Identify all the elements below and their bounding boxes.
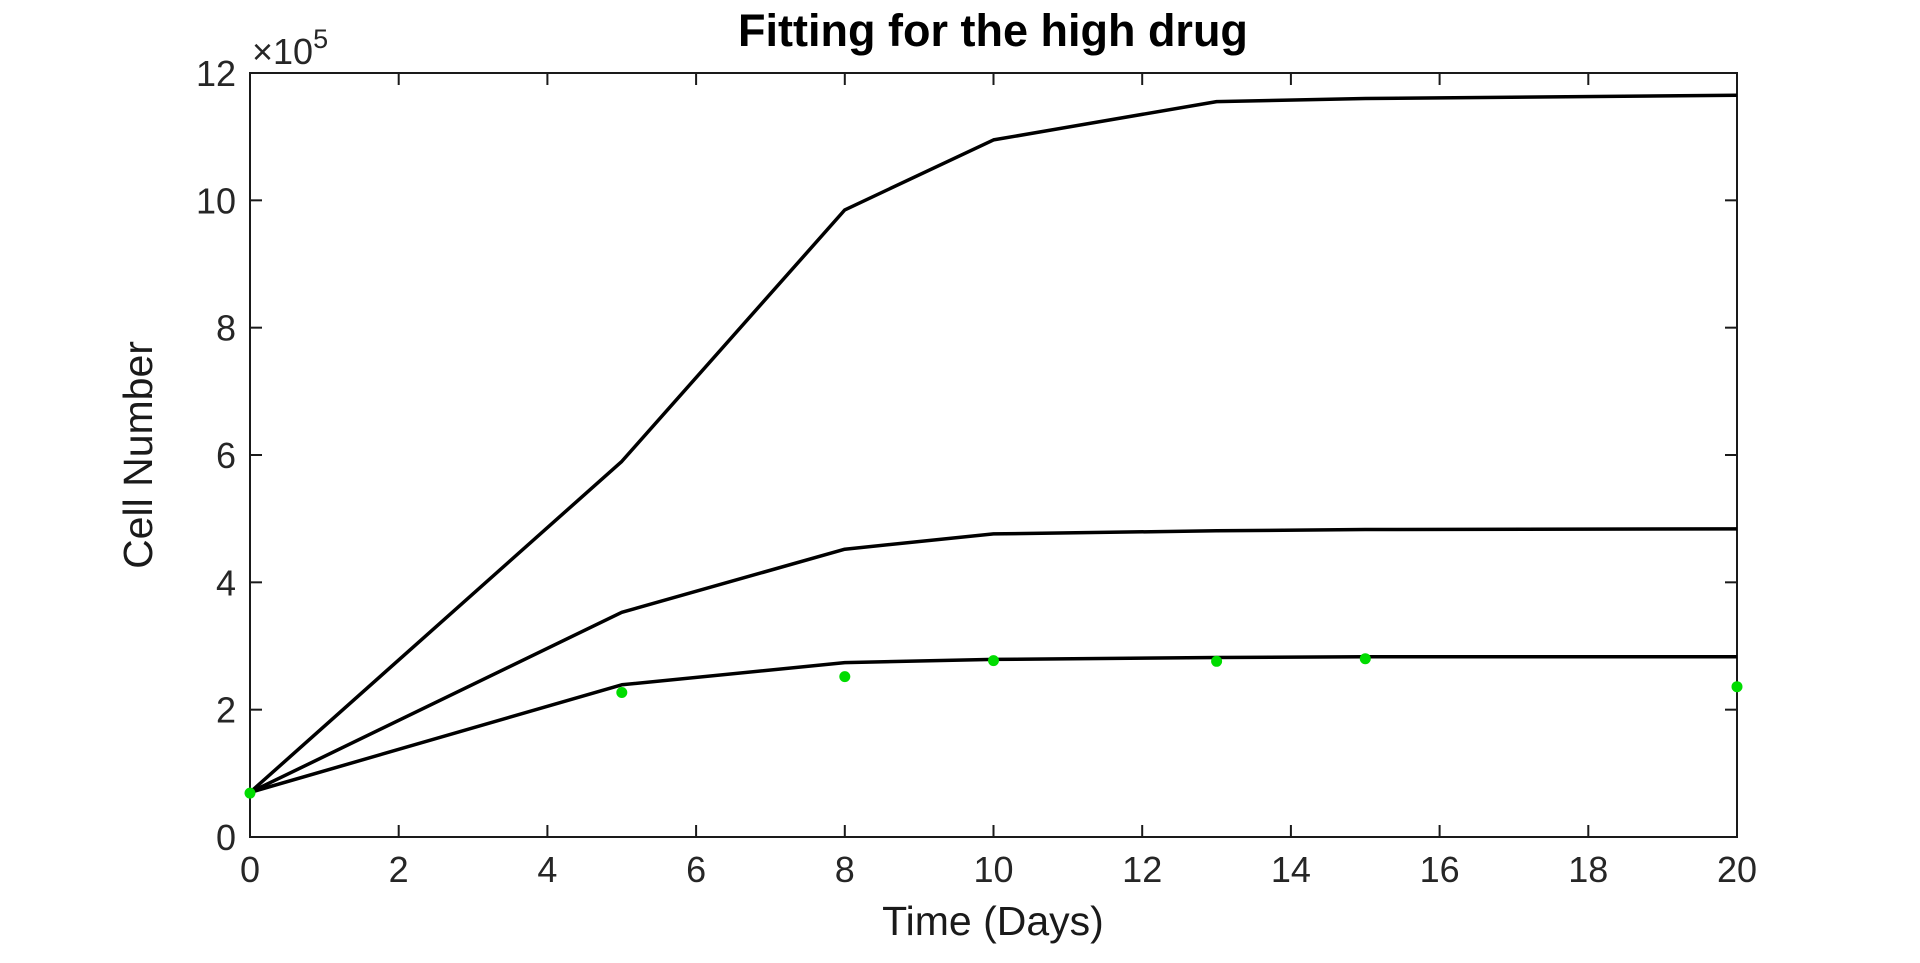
y-tick-label: 2 — [216, 690, 236, 731]
y-tick-label: 10 — [196, 180, 236, 221]
plot-area: 0 2 4 6 8 10 12 14 16 18 20 0 2 4 6 8 10 12 — [196, 53, 1757, 890]
y-tick-label: 8 — [216, 308, 236, 349]
x-tick-label: 10 — [973, 849, 1013, 890]
data-point-marker — [1359, 653, 1371, 665]
y-tick-label: 4 — [216, 562, 236, 603]
x-tick-label: 6 — [686, 849, 706, 890]
data-point-marker — [839, 671, 851, 683]
chart-title: Fitting for the high drug — [738, 5, 1248, 56]
y-axis-label: Cell Number — [115, 341, 161, 569]
data-point-marker — [1731, 681, 1743, 693]
x-tick-label: 18 — [1568, 849, 1608, 890]
upper-fit-curve — [248, 93, 1738, 794]
x-tick-label: 0 — [240, 849, 260, 890]
x-axis-label: Time (Days) — [882, 898, 1104, 944]
axes-box — [249, 72, 1738, 838]
y-axis-multiplier: ×105 — [252, 24, 328, 72]
y-axis-multiplier-base: ×10 — [252, 31, 313, 72]
x-tick-label: 12 — [1122, 849, 1162, 890]
y-tick-label: 12 — [196, 53, 236, 94]
data-point-marker — [988, 655, 999, 667]
x-tick-label: 4 — [537, 849, 557, 890]
x-tick-label: 2 — [389, 849, 409, 890]
data-point-marker — [244, 787, 256, 799]
y-axis-multiplier-exponent: 5 — [313, 24, 328, 54]
middle-fit-curve — [249, 527, 1738, 794]
y-tick-label: 0 — [216, 817, 236, 858]
x-tick-label: 16 — [1420, 849, 1460, 890]
lower-fit-curve — [249, 655, 1737, 795]
data-point-marker — [616, 687, 628, 698]
x-tick-label: 14 — [1271, 849, 1311, 890]
y-tick-label: 6 — [216, 435, 236, 476]
x-tick-label: 8 — [835, 849, 855, 890]
data-point-marker — [1211, 655, 1223, 667]
x-tick-label: 20 — [1717, 849, 1757, 890]
